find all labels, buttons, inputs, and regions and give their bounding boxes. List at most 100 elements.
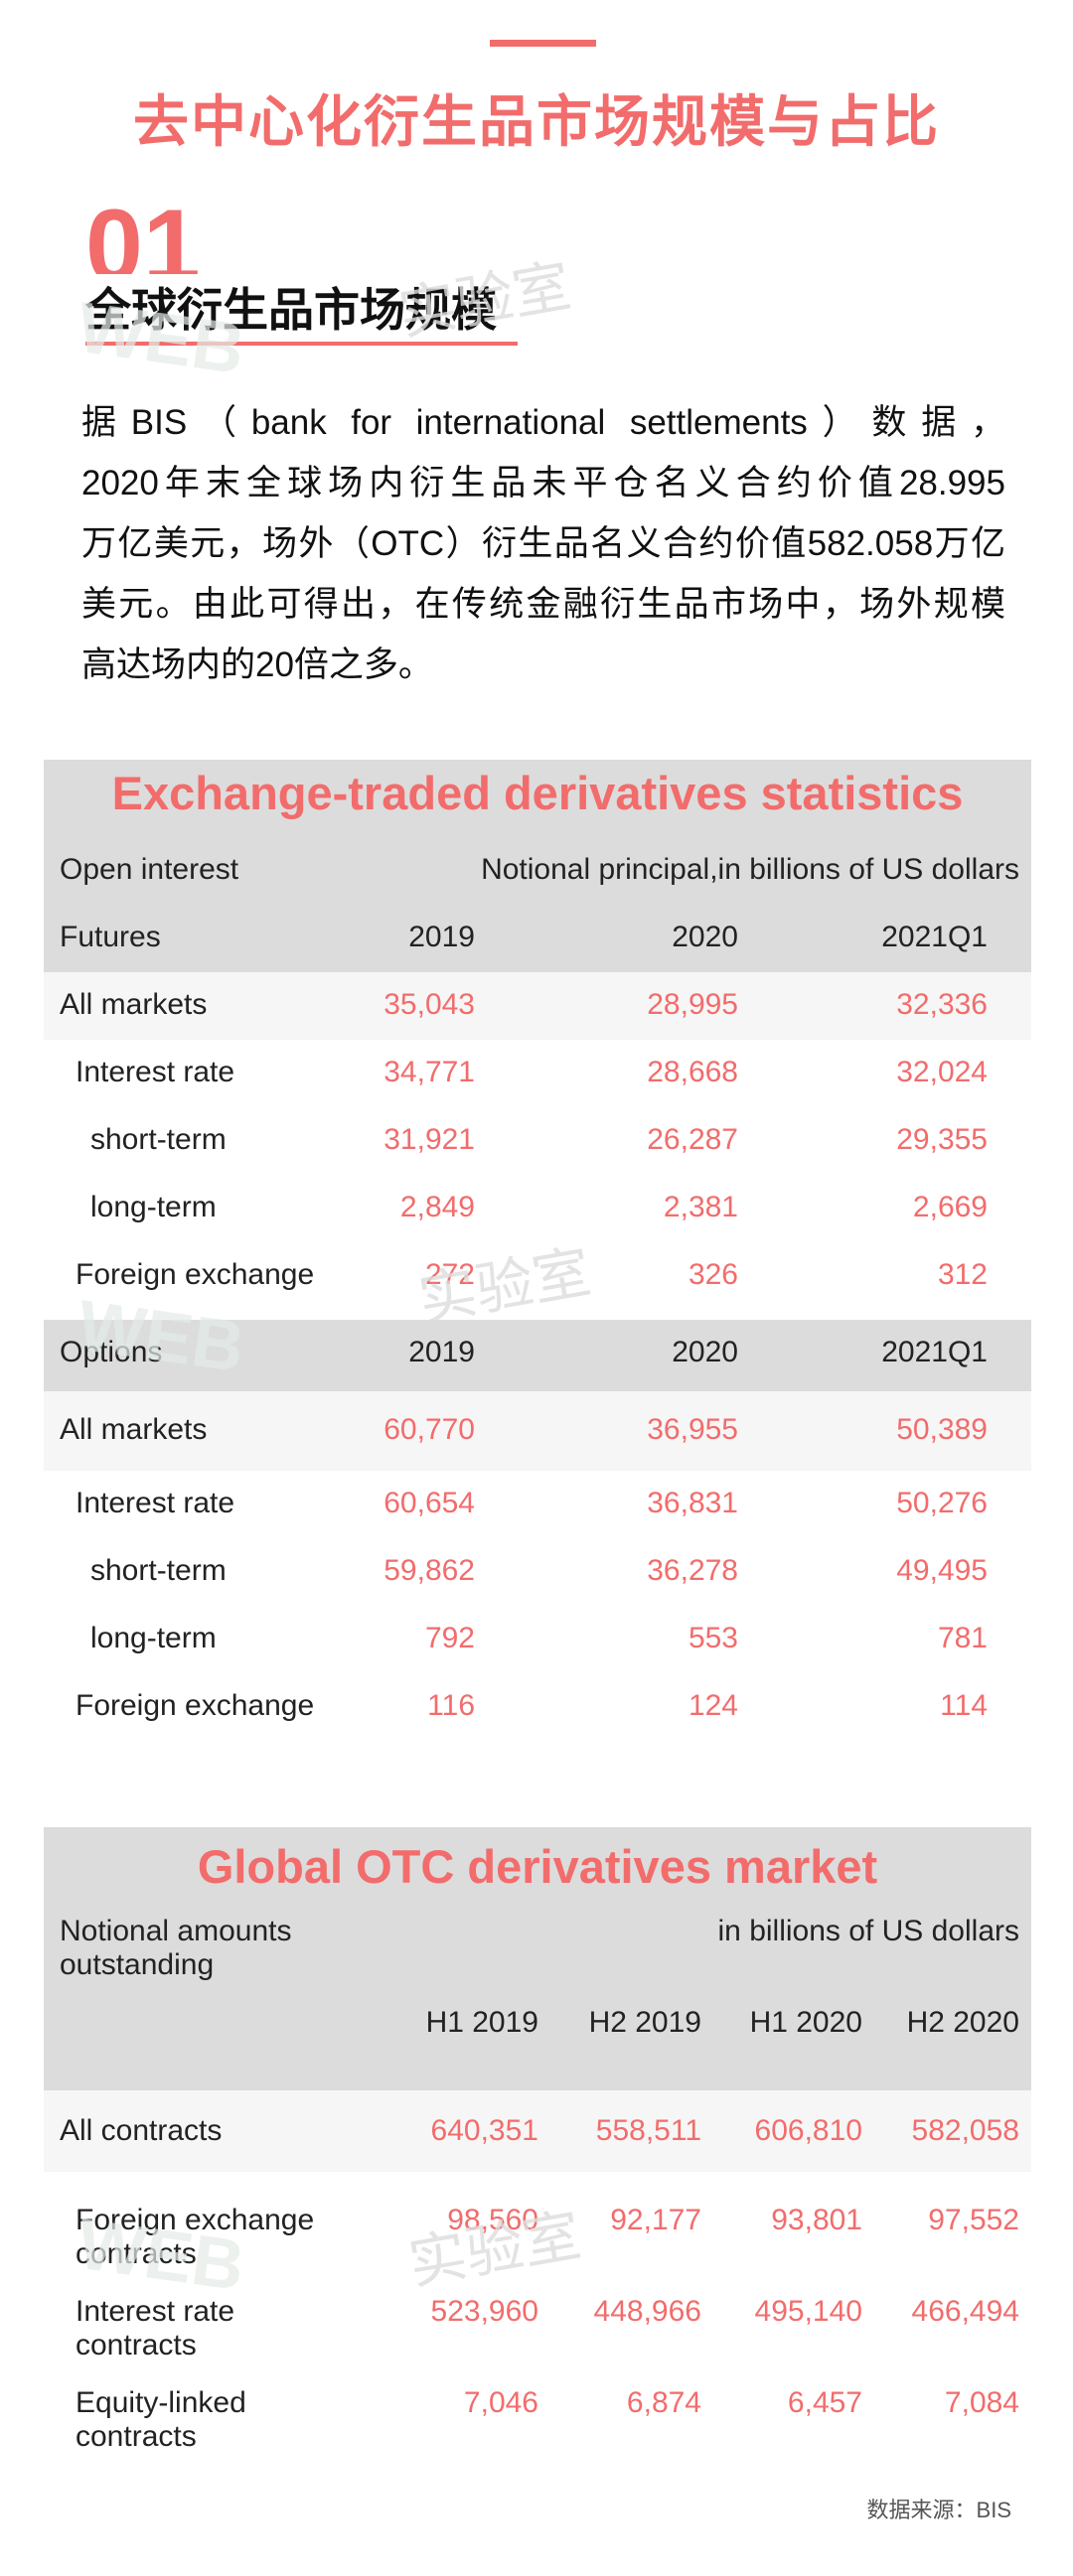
period-header: 2020 <box>672 1336 738 1368</box>
section-title: 全球衍生品市场规模 <box>85 274 501 340</box>
table-row: Interest rate 60,654 36,831 50,276 <box>44 1471 1031 1538</box>
row-label: long-term <box>90 1622 217 1654</box>
intro-line: 万亿美元，场外（OTC）衍生品名义合约价值582.058万亿 <box>81 524 1005 563</box>
table-header-row: Open interest Notional principal,in bill… <box>44 837 1031 905</box>
cell-value: 50,389 <box>896 1413 988 1446</box>
cell-value: 582,058 <box>911 2114 1019 2147</box>
row-label: Foreign exchange <box>76 1689 315 1722</box>
cell-value: 60,654 <box>383 1487 475 1519</box>
table-row: long-term 792 553 781 <box>44 1606 1031 1673</box>
cell-value: 31,921 <box>383 1123 475 1156</box>
cell-value: 28,995 <box>647 988 738 1021</box>
cell-value: 2,381 <box>663 1191 738 1223</box>
row-label: Foreign exchange <box>76 2204 315 2236</box>
period-header: 2021Q1 <box>881 921 988 953</box>
cell-value: 28,668 <box>647 1056 738 1088</box>
cell-value: 523,960 <box>430 2295 538 2328</box>
table-title: Exchange-traded derivatives statistics <box>111 767 964 819</box>
open-interest-label: Open interest <box>60 853 239 886</box>
row-label: short-term <box>90 1123 227 1156</box>
cell-value: 326 <box>688 1258 738 1291</box>
futures-header-row: Futures 2019 2020 2021Q1 <box>44 905 1031 972</box>
cell-value: 448,966 <box>593 2295 701 2328</box>
row-label: All markets <box>60 988 208 1021</box>
table-header-row: Notional amounts outstanding in billions… <box>44 1915 1031 1994</box>
cell-value: 553 <box>688 1622 738 1654</box>
title-accent-bar <box>490 40 596 47</box>
cell-value: 116 <box>427 1689 475 1722</box>
row-label: All contracts <box>60 2114 223 2147</box>
cell-value: 29,355 <box>896 1123 988 1156</box>
row-label: Foreign exchange <box>76 1258 315 1291</box>
cell-value: 640,351 <box>430 2114 538 2147</box>
period-header: 2019 <box>408 921 475 953</box>
section-number: 01 <box>85 195 201 284</box>
cell-value: 49,495 <box>896 1554 988 1587</box>
options-header-row: Options 2019 2020 2021Q1 <box>44 1320 1031 1391</box>
intro-line: 美元。由此可得出，在传统金融衍生品市场中，场外规模 <box>81 585 1005 624</box>
unit-label: in billions of US dollars <box>717 1915 1019 1947</box>
intro-line: 据BIS（bank for international settlements）… <box>81 403 1005 442</box>
cell-value: 792 <box>424 1622 475 1654</box>
cell-value: 50,276 <box>896 1487 988 1519</box>
intro-line: 高达场内的20倍之多。 <box>81 645 433 684</box>
row-label: contracts <box>76 2329 197 2361</box>
futures-label: Futures <box>60 921 161 953</box>
cell-value: 92,177 <box>610 2204 701 2236</box>
unit-label: Notional principal,in billions of US dol… <box>481 853 1019 886</box>
row-label: All markets <box>60 1413 208 1446</box>
period-header: H2 2019 <box>588 2006 701 2039</box>
cell-value: 26,287 <box>647 1123 738 1156</box>
table-row: short-term 31,921 26,287 29,355 <box>44 1107 1031 1175</box>
cell-value: 466,494 <box>911 2295 1019 2328</box>
cell-value: 97,552 <box>928 2204 1019 2236</box>
table-row: Interest rate 34,771 28,668 32,024 <box>44 1040 1031 1107</box>
section-underline <box>85 342 518 346</box>
cell-value: 36,955 <box>647 1413 738 1446</box>
table-row: Interest rate contracts 523,960 448,966 … <box>44 2283 1031 2374</box>
notional-label: outstanding <box>60 1948 215 1981</box>
table-row: All markets 60,770 36,955 50,389 <box>44 1391 1031 1471</box>
period-header: H2 2020 <box>906 2006 1019 2039</box>
cell-value: 98,560 <box>447 2204 538 2236</box>
table-row: Equity-linked contracts 7,046 6,874 6,45… <box>44 2374 1031 2466</box>
cell-value: 114 <box>940 1689 988 1722</box>
cell-value: 312 <box>937 1258 988 1291</box>
table-title: Global OTC derivatives market <box>197 1840 878 1893</box>
row-label: long-term <box>90 1191 217 1223</box>
row-label: Interest rate <box>76 1487 235 1519</box>
cell-value: 6,457 <box>787 2386 862 2419</box>
intro-line: 2020年末全球场内衍生品未平仓名义合约价值28.995 <box>81 464 1005 502</box>
cell-value: 558,511 <box>595 2114 701 2147</box>
cell-value: 495,140 <box>754 2295 862 2328</box>
table-row: All contracts 640,351 558,511 606,810 58… <box>44 2090 1031 2172</box>
cell-value: 6,874 <box>626 2386 701 2419</box>
cell-value: 32,336 <box>896 988 988 1021</box>
period-header-row: H1 2019 H2 2019 H1 2020 H2 2020 <box>44 1994 1031 2074</box>
cell-value: 32,024 <box>896 1056 988 1088</box>
row-label: Interest rate <box>76 1056 235 1088</box>
options-label: Options <box>60 1336 163 1368</box>
row-label: Interest rate <box>76 2295 235 2328</box>
cell-value: 7,046 <box>463 2386 538 2419</box>
period-header: 2020 <box>672 921 738 953</box>
cell-value: 781 <box>937 1622 988 1654</box>
watermark-text: 实验室 <box>393 253 576 348</box>
cell-value: 93,801 <box>771 2204 862 2236</box>
exchange-traded-table: Exchange-traded derivatives statistics O… <box>44 760 1031 1741</box>
table-row: All markets 35,043 28,995 32,336 <box>44 972 1031 1040</box>
cell-value: 2,669 <box>912 1191 988 1223</box>
period-header: H1 2020 <box>749 2006 862 2039</box>
table-row: Foreign exchange 272 326 312 <box>44 1242 1031 1320</box>
row-label: Equity-linked <box>76 2386 246 2419</box>
cell-value: 60,770 <box>383 1413 475 1446</box>
table-row: short-term 59,862 36,278 49,495 <box>44 1538 1031 1606</box>
period-header: 2019 <box>408 1336 475 1368</box>
data-source-note: 数据来源：BIS <box>866 2498 1011 2522</box>
cell-value: 124 <box>688 1689 738 1722</box>
row-label: short-term <box>90 1554 227 1587</box>
cell-value: 59,862 <box>383 1554 475 1587</box>
cell-value: 7,084 <box>944 2386 1019 2419</box>
cell-value: 2,849 <box>399 1191 475 1223</box>
cell-value: 272 <box>424 1258 475 1291</box>
